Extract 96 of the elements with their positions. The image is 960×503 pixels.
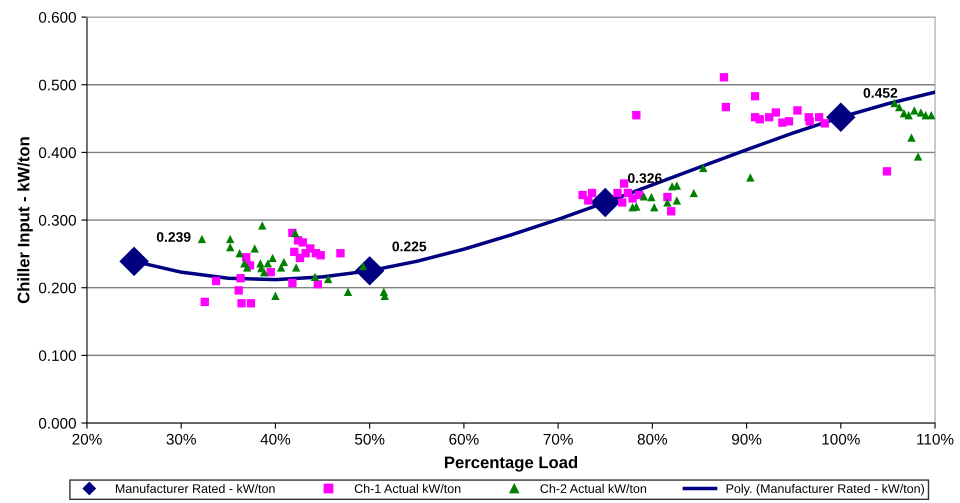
point [806,117,814,126]
point [234,286,243,295]
point [280,258,288,266]
x-axis-title: Percentage Load [444,456,578,472]
point [291,228,300,238]
point [904,111,913,120]
point [632,111,640,120]
point [793,106,802,115]
point [316,251,325,260]
data-label: 0.239 [156,232,191,242]
point [647,192,656,202]
point [243,263,252,272]
point [288,278,297,288]
point [910,106,918,115]
point [212,276,220,286]
x-tick-label: 80% [638,434,668,445]
x-tick-label: 90% [732,434,762,445]
point [756,115,764,124]
point [336,249,345,258]
legend-label: Manufacturer Rated - kW/ton [116,484,275,494]
point [298,238,307,247]
point [765,113,774,122]
data-label: 0.452 [864,88,898,98]
point [826,102,856,132]
point [663,198,672,207]
x-tick-label: 50% [354,434,384,445]
point [907,133,916,142]
point [200,298,209,306]
point [672,196,682,205]
point [250,244,259,253]
y-axis-title: Chiller Input - kW/ton [17,137,33,304]
point [235,249,244,258]
point [820,119,829,128]
point [927,111,936,120]
point [314,280,322,288]
x-tick-label: 40% [260,434,290,445]
point [237,299,246,308]
point [584,196,592,205]
point [355,256,384,286]
point [120,246,149,276]
point [271,292,280,300]
y-tick-label: 0.000 [38,418,76,429]
point [650,203,658,212]
point [324,274,332,284]
point [720,73,728,82]
x-tick-label: 110% [917,434,954,445]
point [618,198,626,207]
point [890,98,899,108]
point [246,299,256,308]
point [266,268,275,276]
point [310,272,320,282]
point [613,188,622,198]
point [258,221,266,230]
point [292,263,300,272]
data-label: 0.326 [628,173,662,184]
point [198,234,206,244]
point [722,102,730,112]
point [358,262,368,270]
point [226,234,234,244]
x-tick-label: 70% [544,434,573,445]
point [699,164,708,172]
y-tick-label: 0.300 [38,214,76,226]
point [750,92,760,100]
legend-label: Ch-1 Actual kW/ton [354,484,460,494]
x-tick-label: 30% [166,434,196,445]
point [895,102,904,112]
point [772,108,780,117]
y-tick-label: 0.400 [38,147,76,158]
point [344,288,352,296]
x-tick-label: 100% [822,434,860,445]
x-tick-label: 20% [72,434,102,445]
legend-label: Ch-2 Actual kW/ton [540,484,646,494]
point [236,274,245,282]
point [640,192,648,201]
y-tick-label: 0.500 [38,80,76,90]
point [226,242,234,252]
point [264,259,272,268]
point [242,253,250,262]
point [882,167,892,176]
point [914,152,922,161]
point [746,173,755,182]
point [260,268,268,276]
point [667,207,676,216]
point [290,248,298,256]
point [784,117,794,126]
point [296,254,304,262]
y-tick-label: 0.600 [38,12,76,23]
point [620,179,628,188]
point [690,188,698,198]
point [268,254,277,262]
legend-label: Poly. (Manufacturer Rated - kW/ton) [726,484,924,496]
y-tick-label: 0.200 [38,282,76,294]
y-tick-label: 0.100 [38,350,76,362]
point [590,188,620,217]
data-label: 0.225 [392,242,426,252]
x-tick-label: 60% [449,434,479,445]
